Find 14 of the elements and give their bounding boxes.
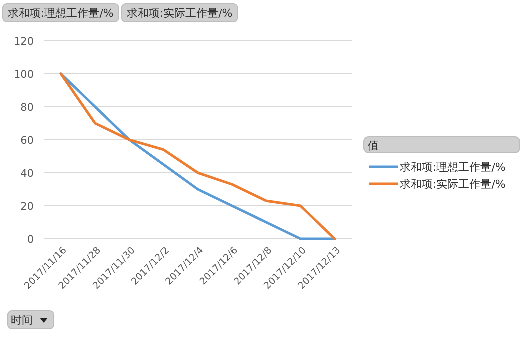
- y-tick-label: 60: [20, 135, 34, 147]
- y-tick-label: 0: [27, 234, 34, 246]
- legend-label: 求和项:实际工作量/%: [400, 178, 506, 191]
- legend-label: 求和项:理想工作量/%: [400, 161, 506, 174]
- text: 求和项:理想工作量/%: [8, 7, 114, 20]
- legend-title: 值: [368, 140, 379, 152]
- y-tick-label: 120: [14, 36, 34, 48]
- text: 求和项:实际工作量/%: [126, 7, 233, 20]
- y-tick-label: 20: [20, 201, 34, 213]
- y-tick-label: 40: [20, 168, 34, 180]
- x-axis-title: 时间: [11, 314, 33, 327]
- y-tick-label: 100: [14, 69, 34, 81]
- y-tick-label: 80: [20, 102, 34, 114]
- line-series: [60, 72, 336, 240]
